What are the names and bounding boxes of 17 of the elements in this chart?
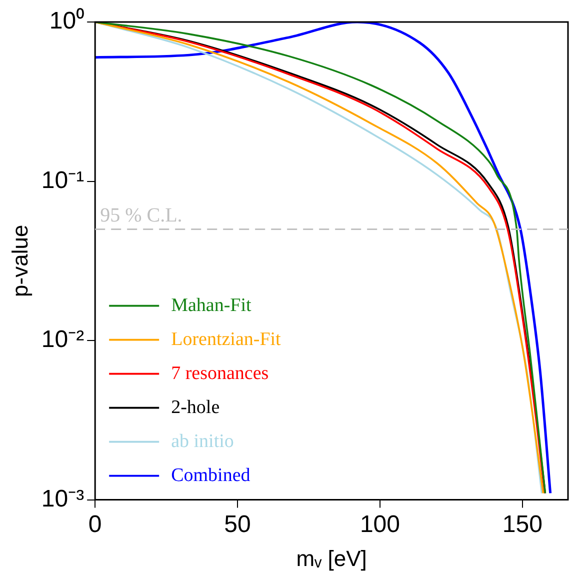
- x-tick-label: 50: [224, 510, 251, 538]
- legend-label: 2-hole: [171, 396, 220, 418]
- legend-label: Mahan-Fit: [171, 294, 252, 316]
- x-tick-label: 150: [502, 510, 542, 538]
- y-tick-label: 10⁻³: [41, 485, 84, 512]
- y-tick-label: 10⁻²: [41, 326, 84, 354]
- legend-label: ab initio: [171, 430, 234, 452]
- legend-label: 7 resonances: [171, 362, 269, 384]
- legend-label: Combined: [171, 464, 251, 486]
- y-axis-title: p-value: [7, 224, 32, 297]
- x-tick-label: 100: [360, 510, 400, 538]
- y-tick-label: 10⁰: [49, 8, 84, 35]
- ref-line-label: 95 % C.L.: [100, 204, 182, 226]
- x-axis-title: mᵥ [eV]: [296, 546, 367, 571]
- y-tick-label: 10⁻¹: [41, 166, 84, 194]
- legend-label: Lorentzian-Fit: [171, 328, 282, 350]
- x-tick-label: 0: [88, 510, 102, 538]
